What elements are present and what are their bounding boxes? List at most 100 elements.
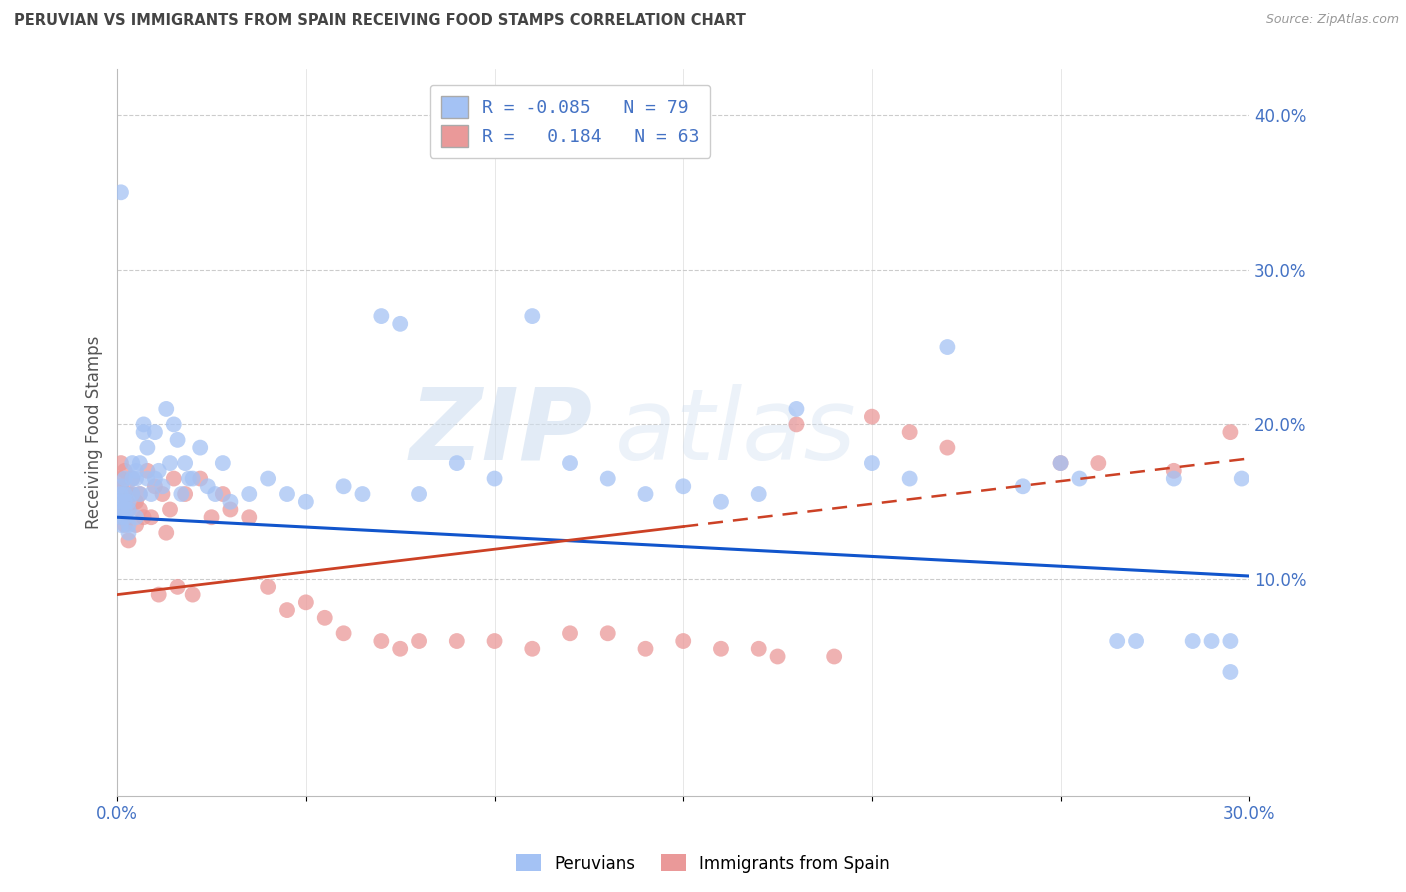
Point — [114, 464, 136, 478]
Point — [370, 634, 392, 648]
Point — [141, 510, 163, 524]
Point — [128, 487, 150, 501]
Point — [110, 502, 132, 516]
Point — [276, 603, 298, 617]
Point — [219, 502, 242, 516]
Text: PERUVIAN VS IMMIGRANTS FROM SPAIN RECEIVING FOOD STAMPS CORRELATION CHART: PERUVIAN VS IMMIGRANTS FROM SPAIN RECEIV… — [14, 13, 747, 29]
Point — [163, 417, 186, 432]
Point — [136, 472, 159, 486]
Point — [785, 401, 807, 416]
Point — [114, 502, 136, 516]
Point — [148, 464, 170, 478]
Point — [117, 487, 139, 501]
Point — [110, 479, 132, 493]
Point — [634, 641, 657, 656]
Point — [276, 487, 298, 501]
Point — [936, 441, 959, 455]
Point — [211, 487, 233, 501]
Text: Source: ZipAtlas.com: Source: ZipAtlas.com — [1265, 13, 1399, 27]
Point — [117, 495, 139, 509]
Point — [114, 487, 136, 501]
Legend: R = -0.085   N = 79, R =   0.184   N = 63: R = -0.085 N = 79, R = 0.184 N = 63 — [430, 85, 710, 158]
Point — [484, 472, 506, 486]
Y-axis label: Receiving Food Stamps: Receiving Food Stamps — [86, 335, 103, 529]
Point — [1107, 634, 1129, 648]
Point — [159, 456, 181, 470]
Point — [1125, 634, 1147, 648]
Point — [110, 495, 132, 509]
Legend: Peruvians, Immigrants from Spain: Peruvians, Immigrants from Spain — [509, 847, 897, 880]
Point — [370, 309, 392, 323]
Point — [117, 502, 139, 516]
Point — [132, 425, 155, 439]
Point — [1219, 634, 1241, 648]
Point — [174, 456, 197, 470]
Point — [155, 525, 177, 540]
Point — [110, 472, 132, 486]
Point — [522, 641, 544, 656]
Point — [1049, 456, 1071, 470]
Point — [936, 340, 959, 354]
Point — [114, 487, 136, 501]
Point — [238, 510, 260, 524]
Point — [143, 425, 166, 439]
Point — [898, 472, 921, 486]
Point — [860, 409, 883, 424]
Point — [748, 641, 770, 656]
Point — [132, 510, 155, 524]
Point — [117, 533, 139, 548]
Point — [121, 456, 143, 470]
Point — [181, 472, 204, 486]
Point — [121, 472, 143, 486]
Point — [860, 456, 883, 470]
Point — [136, 441, 159, 455]
Point — [596, 472, 619, 486]
Point — [295, 495, 318, 509]
Point — [672, 634, 695, 648]
Point — [710, 495, 733, 509]
Point — [408, 487, 430, 501]
Point — [114, 510, 136, 524]
Point — [558, 456, 581, 470]
Point — [110, 456, 132, 470]
Point — [125, 495, 148, 509]
Point — [117, 525, 139, 540]
Point — [132, 417, 155, 432]
Point — [634, 487, 657, 501]
Point — [1219, 665, 1241, 679]
Point — [110, 502, 132, 516]
Point — [174, 487, 197, 501]
Point — [110, 487, 132, 501]
Point — [672, 479, 695, 493]
Point — [257, 472, 280, 486]
Point — [389, 317, 412, 331]
Point — [408, 634, 430, 648]
Point — [143, 479, 166, 493]
Point — [143, 472, 166, 486]
Point — [823, 649, 845, 664]
Point — [314, 611, 336, 625]
Point — [170, 487, 193, 501]
Point — [125, 518, 148, 533]
Point — [188, 441, 211, 455]
Point — [1163, 464, 1185, 478]
Point — [257, 580, 280, 594]
Point — [522, 309, 544, 323]
Point — [181, 588, 204, 602]
Point — [898, 425, 921, 439]
Point — [332, 479, 354, 493]
Point — [136, 464, 159, 478]
Point — [166, 433, 188, 447]
Point — [352, 487, 374, 501]
Point — [110, 186, 132, 200]
Point — [200, 510, 222, 524]
Point — [148, 588, 170, 602]
Point — [114, 502, 136, 516]
Point — [110, 510, 132, 524]
Point — [1219, 425, 1241, 439]
Point — [211, 456, 233, 470]
Point — [128, 487, 150, 501]
Point — [110, 479, 132, 493]
Point — [114, 518, 136, 533]
Point — [332, 626, 354, 640]
